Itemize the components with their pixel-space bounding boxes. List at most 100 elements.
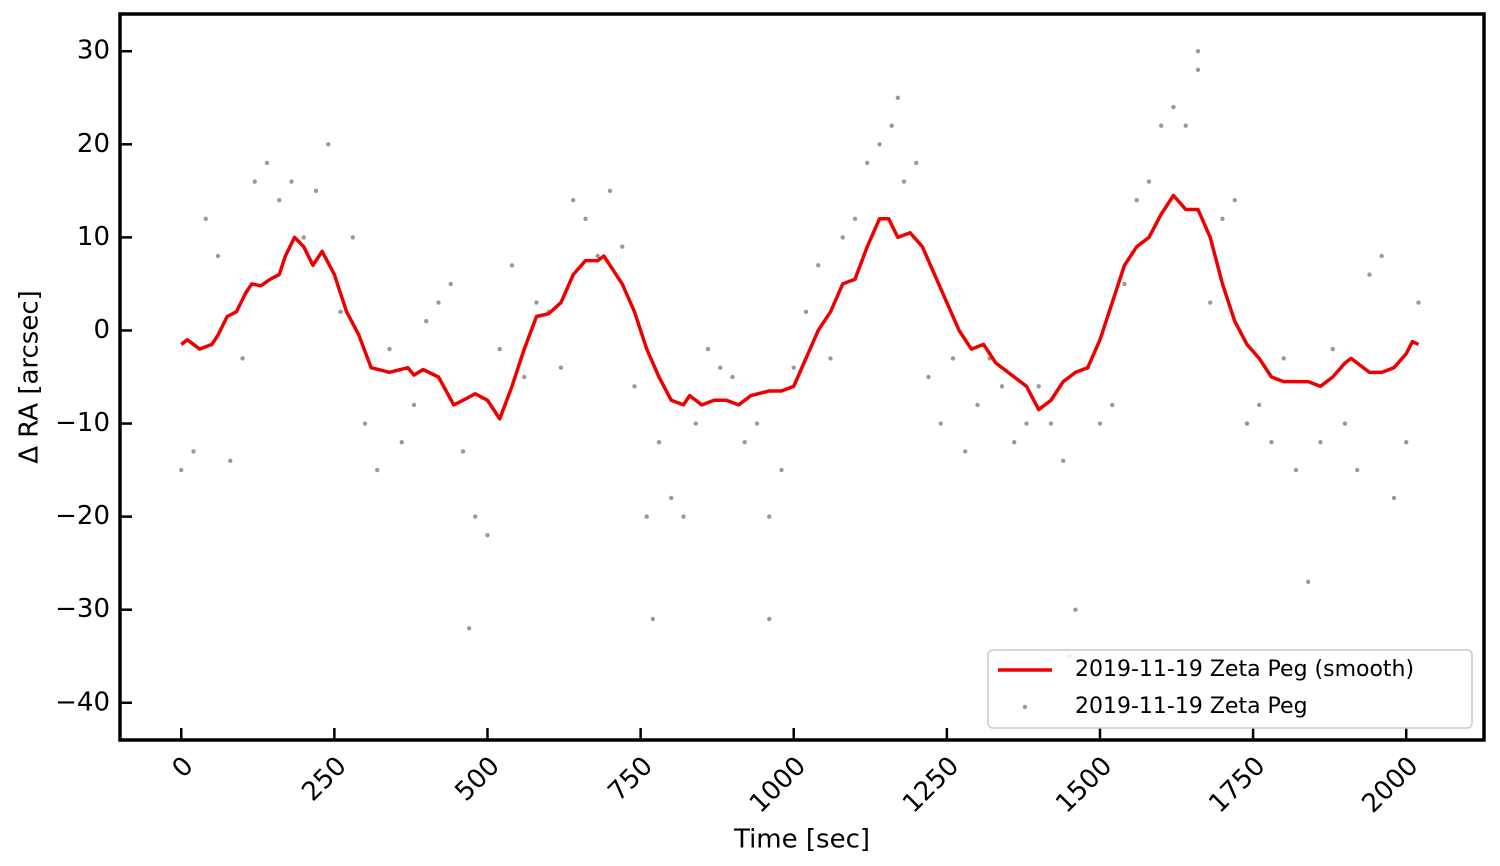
scatter-point [754,421,760,426]
y-tick-label: −40 [55,687,110,717]
scatter-point [485,533,490,538]
y-tick-label: 30 [77,36,110,66]
y-tick-label: −10 [55,408,110,438]
scatter-point [509,263,515,268]
scatter-point [179,467,184,473]
scatter-point [1220,216,1225,221]
y-tick-label: −30 [55,594,110,624]
scatter-point [644,514,649,519]
scatter-point [1024,421,1029,426]
scatter-point [411,402,417,408]
scatter-point [338,309,343,315]
scatter-point [1146,179,1152,184]
x-tick-label: 750 [603,751,659,807]
scatter-point [1342,421,1348,426]
x-tick-label: 1250 [897,751,965,819]
scatter-point [350,235,355,240]
scatter-point [938,421,943,426]
scatter-point [1269,439,1274,445]
scatter-point [865,160,870,166]
scatter-point [791,365,796,370]
scatter-point [1012,439,1017,445]
scatter-point [522,374,527,380]
scatter-point [1404,439,1409,445]
scatter-point [1330,346,1335,352]
scatter-point [301,235,306,240]
scatter-point [1195,49,1201,54]
scatter-point [571,197,576,203]
scatter-point [1097,421,1103,426]
scatter-point [1306,579,1311,584]
scatter-point [1061,458,1066,463]
scatter-point [963,449,968,454]
scatter-point [656,439,662,445]
scatter-point [595,253,600,259]
scatter-point [730,374,735,380]
scatter-point [975,402,980,408]
y-tick-label: −20 [55,501,110,531]
scatter-point [289,179,294,184]
scatter-point [1318,439,1323,445]
scatter-point [1159,123,1164,128]
scatter-point [1208,300,1213,305]
scatter-point [1416,300,1421,305]
scatter-point [228,458,233,463]
y-axis-label: Δ RA [arcsec] [15,290,45,464]
scatter-point [1122,281,1127,287]
scatter-point [669,495,674,501]
scatter-point [607,188,613,194]
scatter-point [705,346,711,352]
scatter-point [399,439,404,445]
y-tick-label: 20 [77,129,110,159]
x-axis-label: Time [sec] [733,825,870,855]
x-tick-label: 2000 [1356,751,1424,819]
scatter-point [326,142,331,147]
scatter-point [387,346,392,352]
scatter-point [1379,253,1384,259]
scatter-point [840,235,845,240]
scatter-point [252,179,257,184]
scatter-point [466,626,472,631]
scatter-point [889,123,894,128]
scatter-point [767,616,772,622]
scatter-point [816,263,821,268]
legend-dot [1022,704,1028,710]
scatter-point [877,142,882,147]
scatter-point [1244,421,1250,426]
scatter-point [779,467,784,473]
scatter-point [620,244,625,249]
scatter-point [901,179,907,184]
scatter-point [1048,421,1054,426]
scatter-point [926,374,931,380]
x-tick-label: 0 [167,751,200,784]
scatter-point [1134,197,1139,203]
legend-label: 2019-11-19 Zeta Peg (smooth) [1075,657,1414,682]
x-tick-label: 1500 [1050,751,1118,819]
scatter-point [895,95,901,100]
legend-box [987,649,1473,729]
scatter-point [264,160,270,166]
scatter-point [632,384,637,389]
scatter-point [999,384,1005,389]
x-tick-label: 1000 [744,751,812,819]
scatter-point [693,421,698,426]
y-tick-label: 0 [93,315,110,345]
x-tick-label: 250 [296,751,352,807]
scatter-point [1183,123,1188,128]
scatter-point [1195,67,1201,73]
scatter-point [424,318,429,324]
scatter-point [718,365,723,370]
scatter-point [1293,467,1299,473]
scatter-point [240,356,245,361]
scatter-point [203,216,208,221]
scatter-point [767,514,772,519]
scatter-point [950,356,956,361]
scatter-point [1257,402,1262,408]
scatter-point [1073,607,1078,612]
scatter-point [448,281,453,287]
scatter-point [803,309,809,315]
x-tick-label: 500 [449,751,505,807]
scatter-point [473,514,478,519]
scatter-point [313,188,319,194]
scatter-point [215,253,221,259]
